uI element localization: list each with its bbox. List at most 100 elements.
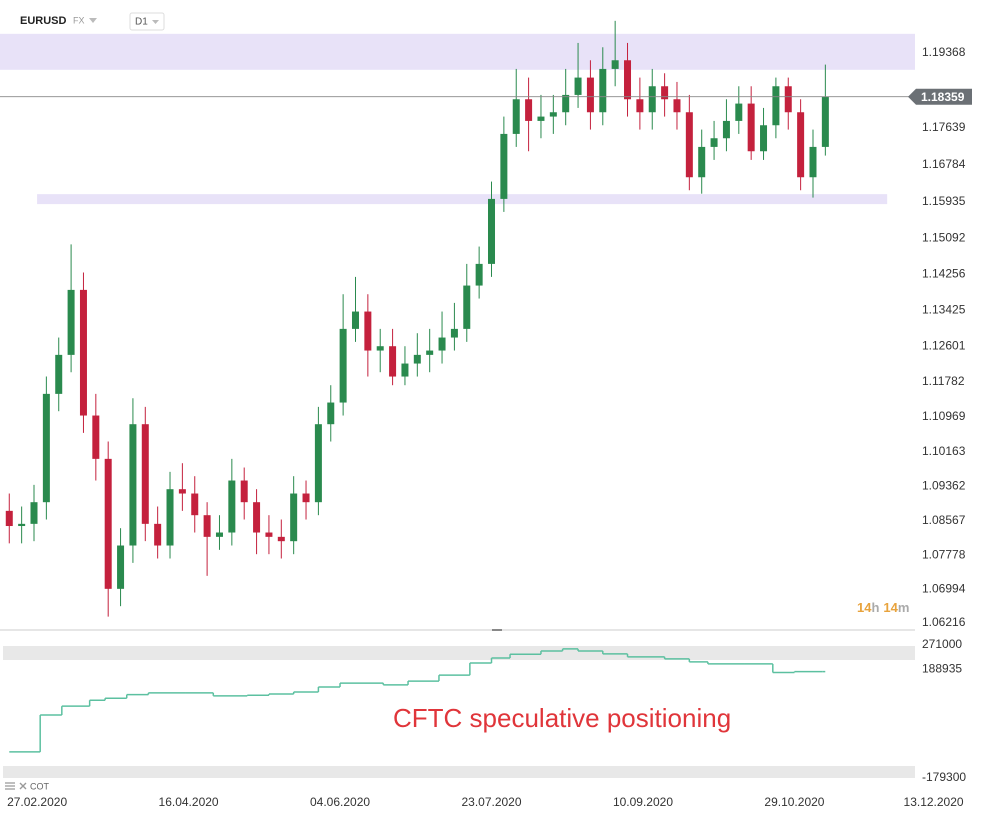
candle-body [141, 424, 149, 524]
indicator-label: COT [30, 781, 50, 791]
candle-body [450, 328, 458, 338]
candle-body [327, 402, 335, 425]
countdown-part: 14 [883, 600, 898, 615]
y-tick-label: 1.08567 [922, 513, 966, 527]
candle-body [79, 289, 87, 416]
y-tick-label: 1.15935 [922, 194, 966, 208]
candle-body [809, 146, 817, 178]
candle-body [624, 60, 632, 100]
y-tick-label: 1.07778 [922, 547, 966, 561]
candle-body [463, 285, 471, 329]
price-panel: 1.19368 1.17639 1.16784 1.15935 1.15092 1.142… [0, 20, 972, 629]
timeframe[interactable]: D1 [135, 17, 148, 28]
candle-body [586, 77, 594, 113]
candle-body [42, 393, 50, 503]
y-tick-label: 1.09362 [922, 479, 966, 493]
candle-body [389, 346, 397, 377]
candle-body [710, 138, 718, 147]
candle-body [228, 480, 236, 533]
candle-body [314, 424, 322, 503]
cot-panel: 271000 188935 -179300 [9, 637, 966, 784]
candle-body [549, 112, 557, 117]
candle-body [5, 510, 13, 527]
candle-body [302, 493, 310, 503]
candle-body [117, 545, 125, 589]
symbol[interactable]: EURUSD [20, 15, 67, 27]
band [3, 646, 915, 660]
candle-body [648, 86, 656, 113]
candle-body [611, 60, 619, 69]
annotation: CFTC speculative positioning [393, 703, 731, 733]
candle-body [562, 94, 570, 113]
candle-body [685, 112, 693, 178]
candle-body [129, 424, 137, 546]
candle-body [438, 337, 446, 351]
x-tick-label: 27.02.2020 [7, 795, 67, 809]
candle-body [500, 133, 508, 199]
y-tick-label: 1.16784 [922, 157, 966, 171]
candle-body [426, 350, 434, 355]
band [3, 766, 915, 778]
dropdown-caret[interactable] [152, 20, 159, 24]
x-tick-label: 13.12.2020 [904, 795, 964, 809]
x-tick-label: 10.09.2020 [613, 795, 673, 809]
candle-body [525, 99, 533, 121]
market: FX [73, 15, 85, 25]
candle-body [215, 532, 223, 537]
zone [37, 194, 888, 205]
indicator-controls: COT [5, 781, 50, 791]
y-tick-label: 1.17639 [922, 120, 966, 134]
candle-body [178, 489, 186, 494]
y-tick-label: 1.12601 [922, 338, 966, 352]
candle-body [475, 263, 483, 286]
candle-body [735, 103, 743, 121]
countdown-part: 14 [857, 600, 872, 615]
menu-icon[interactable] [5, 782, 15, 790]
candle-body [277, 536, 285, 542]
candle-body [599, 68, 607, 113]
candle-body [67, 289, 75, 355]
y-tick-label: 1.19368 [922, 45, 966, 59]
countdown-part: h [871, 600, 879, 615]
last-price-label: 1.18359 [921, 90, 965, 104]
candle-body [636, 99, 644, 113]
candle-body [401, 363, 409, 377]
candle-body [166, 489, 174, 546]
candle-body [92, 415, 100, 459]
candle-body [104, 458, 112, 589]
x-tick-label: 29.10.2020 [764, 795, 824, 809]
candle-body [55, 354, 63, 394]
candle-body [488, 198, 496, 264]
y-tick-label: 1.06994 [922, 581, 966, 595]
candle-body [203, 515, 211, 537]
countdown: 14h 14m [857, 600, 909, 615]
candle-body [760, 125, 768, 152]
timeframe-box[interactable] [129, 12, 165, 31]
x-tick-label: 04.06.2020 [310, 795, 370, 809]
y-tick-label: 1.10969 [922, 409, 966, 423]
candle-body [512, 99, 520, 134]
y-tick-label: -179300 [922, 770, 966, 784]
candle-body [673, 99, 681, 113]
resize-handle[interactable] [492, 629, 502, 631]
candle-body [191, 493, 199, 516]
candle-body [413, 354, 421, 364]
x-tick-label: 16.04.2020 [159, 795, 219, 809]
candle-body [30, 502, 38, 524]
candle-body [821, 96, 829, 147]
candle-body [240, 480, 248, 503]
dropdown-caret[interactable] [89, 18, 97, 23]
y-tick-label: 1.14256 [922, 267, 966, 281]
candle-body [784, 86, 792, 113]
candle-body [351, 311, 359, 329]
close-icon[interactable] [19, 782, 27, 790]
candle-body [698, 146, 706, 178]
y-tick-label: 1.13425 [922, 303, 966, 317]
candle-body [772, 86, 780, 126]
y-tick-label: 1.06216 [922, 615, 966, 629]
zone [0, 33, 915, 70]
candle-body [364, 311, 372, 351]
y-tick-label: 1.11782 [922, 374, 965, 388]
